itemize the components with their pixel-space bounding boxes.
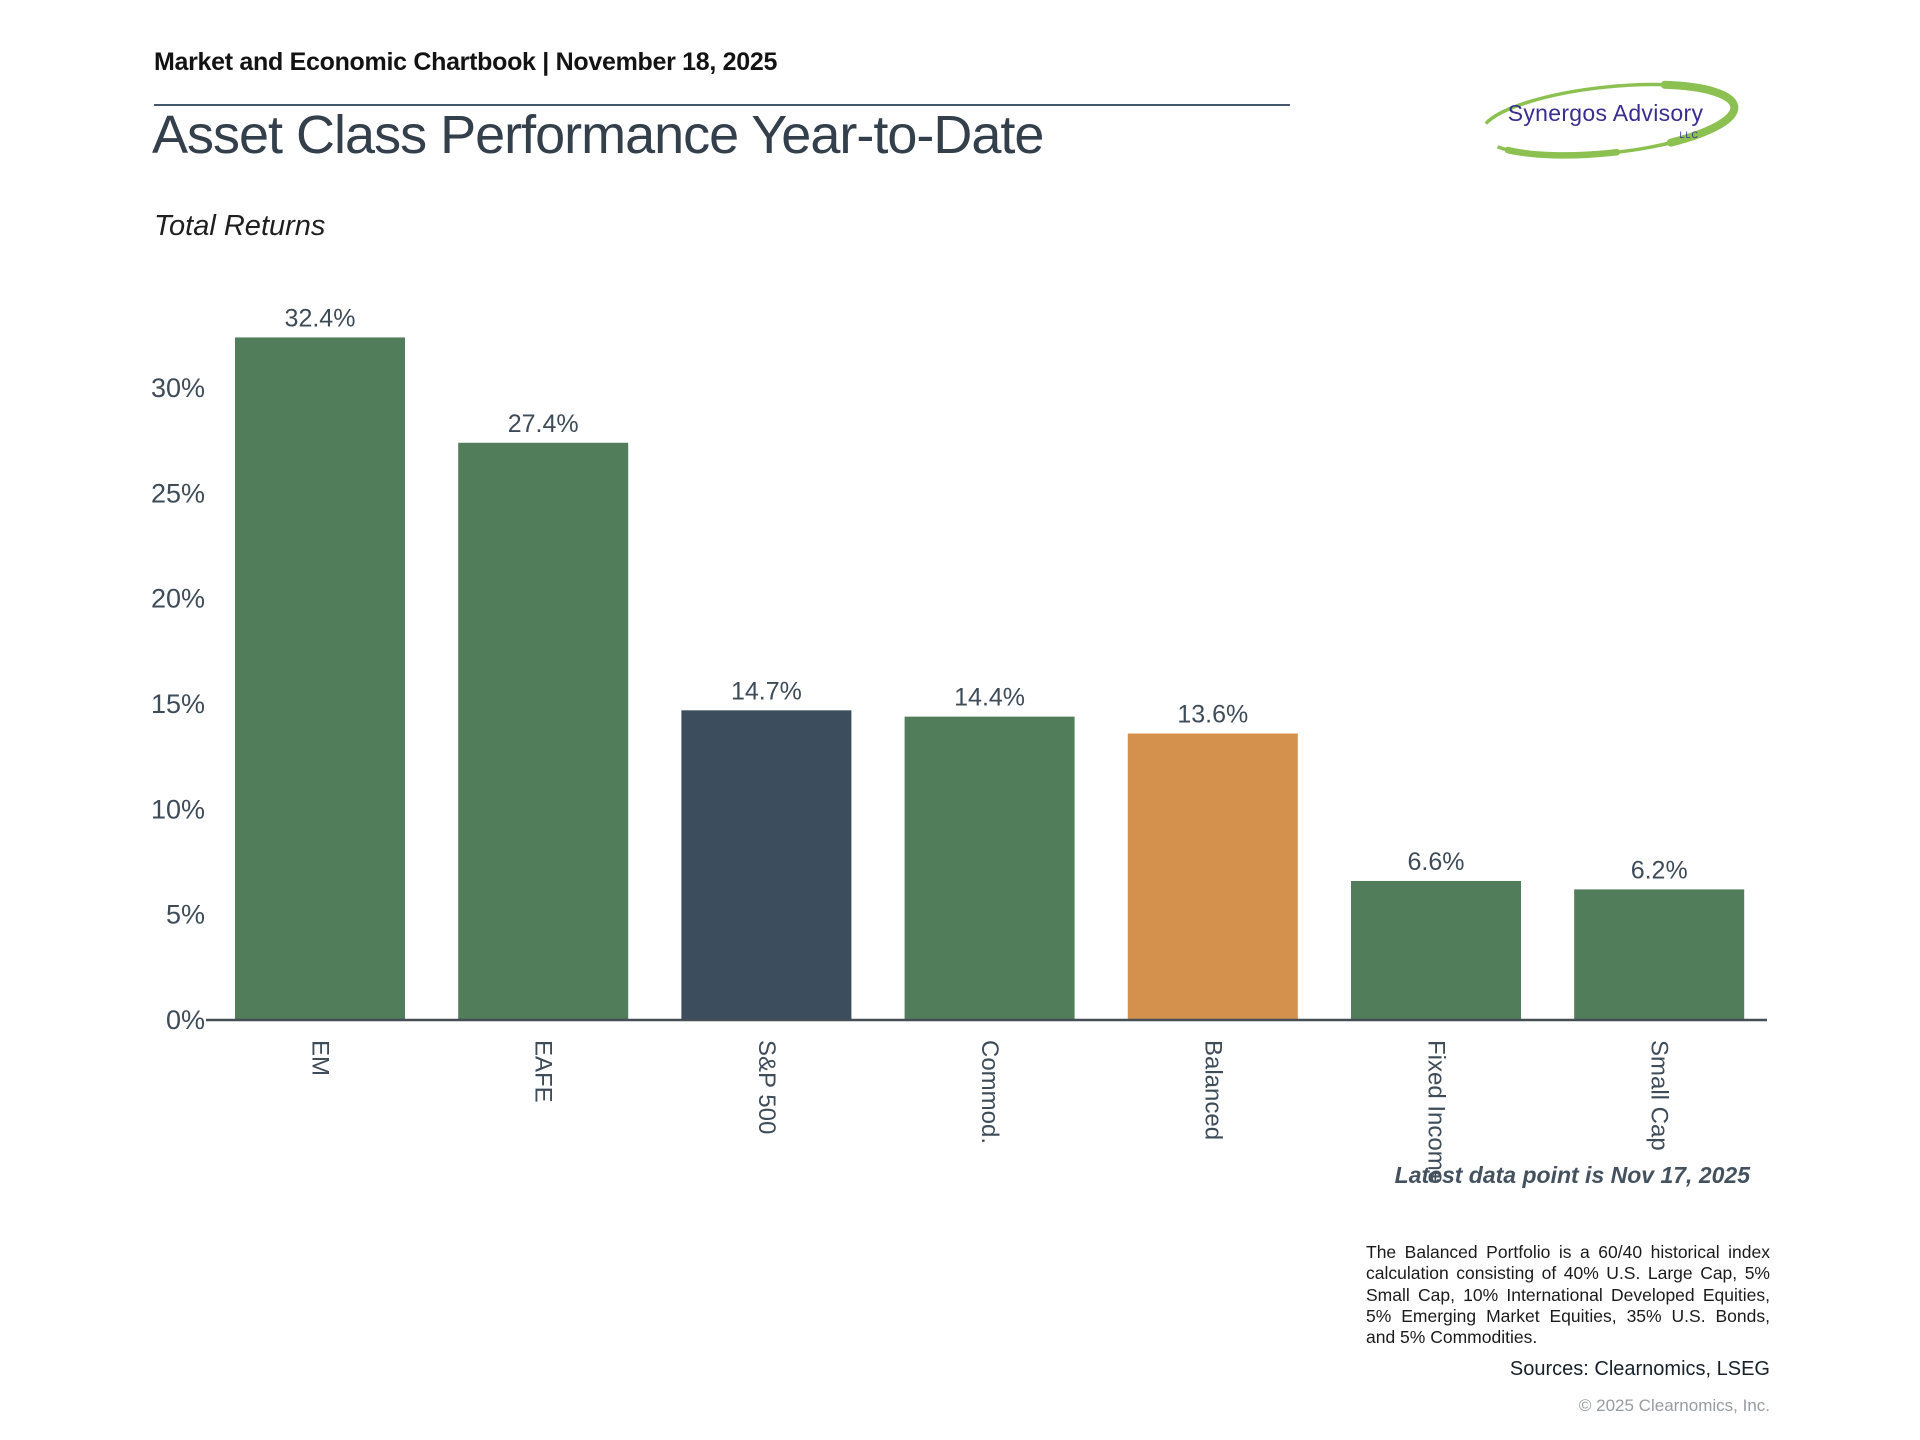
bar-value-label: 14.7% (731, 677, 802, 705)
bar-category-label: EM (307, 1040, 334, 1076)
logo-swoosh-icon (1477, 80, 1739, 160)
bar-category-label: Fixed Income (1423, 1040, 1450, 1184)
copyright-line: © 2025 Clearnomics, Inc. (1578, 1396, 1770, 1415)
bar-value-label: 6.6% (1408, 848, 1465, 876)
bar-value-label: 14.4% (954, 684, 1025, 712)
chartbook-header: Market and Economic Chartbook | November… (154, 48, 778, 76)
bar-category-label: S&P 500 (753, 1040, 780, 1134)
bar (904, 716, 1075, 1020)
page-title: Asset Class Performance Year-to-Date (152, 105, 1044, 165)
bar-value-label: 6.2% (1631, 856, 1688, 884)
footnote-text: The Balanced Portfolio is a 60/40 histor… (1366, 1242, 1770, 1348)
y-tick-label: 10% (151, 794, 205, 824)
bar (235, 337, 405, 1020)
bar (681, 710, 852, 1020)
sources-line: Sources: Clearnomics, LSEG (1509, 1358, 1770, 1380)
bar-value-label: 13.6% (1177, 700, 1248, 728)
bar-value-label: 32.4% (285, 304, 356, 332)
bar-chart: 0% 5% 10% 15% 20% 25% 30% 32.4% EM 27.4% EAFE 14.7%… (151, 304, 1767, 1184)
synergos-logo: Synergos Advisory LLC (1468, 64, 1753, 176)
latest-data-note: Latest data point is Nov 17, 2025 (1394, 1162, 1750, 1188)
y-tick-label: 15% (151, 689, 205, 719)
page-subtitle: Total Returns (154, 210, 326, 242)
header-divider (154, 104, 1290, 106)
bar-category-label: EAFE (530, 1040, 557, 1103)
bar-value-label: 27.4% (508, 410, 579, 438)
y-tick-label: 20% (151, 584, 205, 614)
bar-category-label: Balanced (1199, 1040, 1226, 1140)
bar (458, 442, 629, 1020)
y-tick-label: 5% (166, 900, 205, 930)
bar (1127, 733, 1298, 1020)
y-tick-label: 25% (151, 478, 205, 508)
bar-category-label: Small Cap (1646, 1040, 1673, 1151)
logo-company-name: Synergos Advisory (1507, 100, 1704, 126)
bar-category-label: Commod. (976, 1040, 1003, 1144)
y-tick-label: 30% (151, 373, 205, 403)
y-tick-label: 0% (166, 1005, 205, 1035)
bar (1574, 889, 1745, 1020)
logo-llc-suffix: LLC (1679, 130, 1699, 140)
bar (1351, 880, 1521, 1020)
